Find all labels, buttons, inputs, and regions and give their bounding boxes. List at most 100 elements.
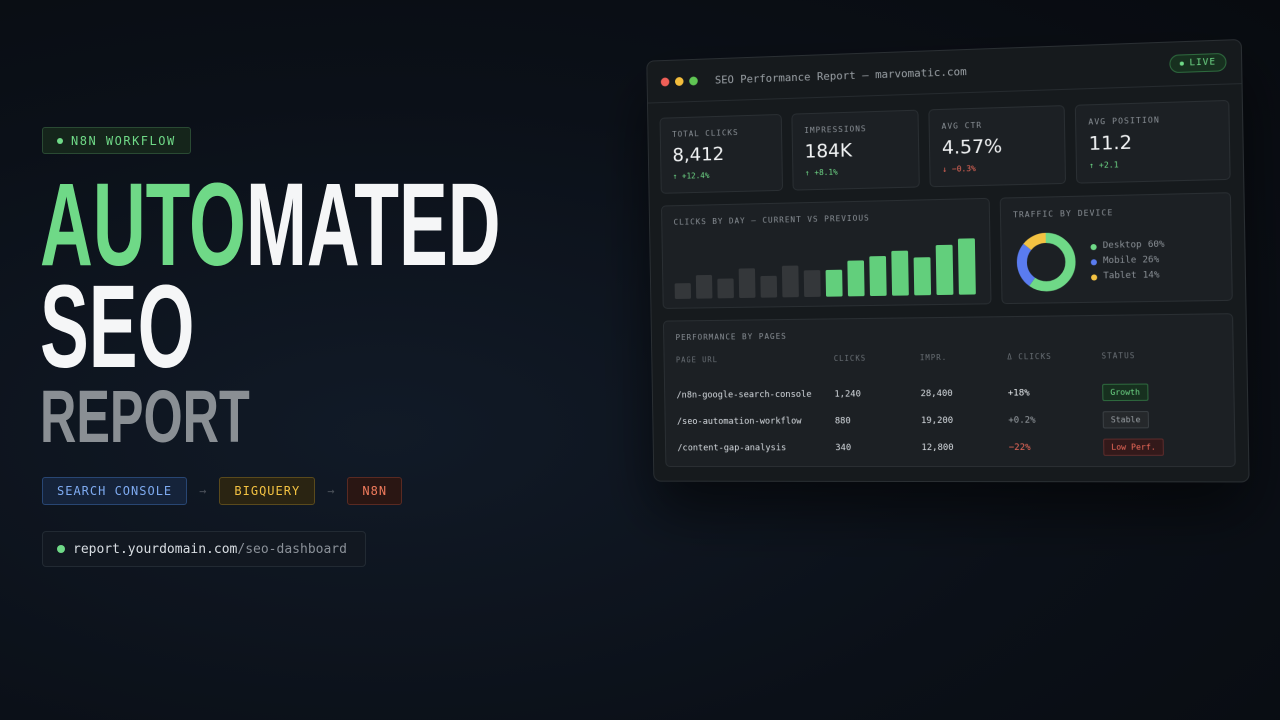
column-header: Δ CLICKS [1007,351,1052,362]
donut-chart [1013,229,1079,295]
kpi-value: 4.57% [941,135,1003,159]
bar [825,269,843,297]
legend-item: Desktop 60% [1090,238,1165,255]
window-dot [660,76,670,87]
window-dot [674,76,684,86]
kpi-label: AVG CTR [941,120,983,131]
kpi-label: AVG POSITION [1088,115,1160,127]
bar [695,274,713,299]
dashboard: SEO Performance Report — marvomatic.com … [646,38,1250,483]
bar [674,283,692,299]
bar [847,260,865,297]
bar [957,238,976,295]
chart-title: TRAFFIC BY DEVICE [1012,208,1114,220]
bar [913,257,932,296]
window-header: SEO Performance Report — marvomatic.com … [647,40,1242,104]
arrow: → [327,484,336,498]
bar [781,265,799,298]
bar [803,270,821,298]
kpi-change: ↓ −0.3% [942,164,976,174]
kpi-change: ↑ +8.1% [804,167,838,178]
workflow-badge: N8N WORKFLOW [42,127,191,154]
legend-value: 14% [1142,270,1160,281]
column-header: PAGE URL [675,355,718,365]
bar [869,256,887,297]
pipeline: SEARCH CONSOLE → BIGQUERY → N8N [42,477,403,505]
kpi-card: IMPRESSIONS 184K ↑ +8.1% [791,109,920,191]
legend-value: 26% [1142,255,1160,266]
header-row: PAGE URL CLICKS IMPR. Δ CLICKS STATUS [676,346,1221,382]
bar-chart [674,238,976,299]
status-cell: Stable [1102,406,1221,434]
url-domain: report.yourdomain.com [73,541,238,557]
legend: Desktop 60% Mobile 26% Tablet 14% [1090,238,1165,285]
table-cell: +18% [1007,387,1030,399]
pages-table: PAGE URL CLICKS IMPR. Δ CLICKS STATUS/n8n-go… [676,346,1222,461]
arrow: → [199,484,208,498]
url-dot [57,545,65,553]
legend-dot [1090,243,1097,250]
table-row: /n8n-google-search-console 1,240 28,400 +18… [676,378,1221,409]
live-text: LIVE [1189,57,1217,69]
legend-label: Desktop [1102,240,1142,251]
bar [717,278,734,299]
headline-rest: MATED [245,159,501,291]
badge-dot [57,137,63,144]
table-cell: /n8n-google-search-console [676,389,812,401]
table-cell: /seo-automation-workflow [676,416,802,427]
kpi-value: 8,412 [672,143,725,167]
status-tag: Growth [1102,383,1149,402]
kpi-label: TOTAL CLICKS [672,128,739,139]
kpi-value: 11.2 [1088,131,1133,155]
headline-accent: AUTO [40,159,246,291]
bar [738,268,756,299]
legend-label: Mobile [1102,255,1137,267]
live-badge: LIVE [1169,52,1227,74]
table-cell: 28,400 [920,388,953,399]
table-cell: +0.2% [1008,415,1036,426]
clicks-card: CLICKS BY DAY — CURRENT VS PREVIOUS [661,197,992,309]
bar [891,250,909,296]
kpi-value: 184K [804,139,853,163]
kpi-label: IMPRESSIONS [804,124,867,135]
headline-line1: AUTOMATED [40,166,501,284]
kpi-change: ↑ +2.1 [1089,160,1119,171]
table-cell: 340 [835,442,852,453]
kpi-change: ↑ +12.4% [672,171,710,181]
pipeline-step: N8N [347,477,403,505]
column-header: STATUS [1101,351,1136,361]
headline-line3: REPORT [40,375,250,458]
table-cell: 12,800 [921,442,954,453]
status-cell: Low Perf. [1102,433,1222,461]
legend-label: Tablet [1103,270,1137,282]
pages-card: PERFORMANCE BY PAGES PAGE URL CLICKS IMPR.… [662,313,1236,468]
bar [935,244,954,296]
legend-dot [1090,258,1097,265]
table-body: /n8n-google-search-console 1,240 28,400 +18… [676,378,1222,461]
table-cell: −22% [1008,442,1031,453]
table-cell: 1,240 [834,389,861,400]
table-row: /seo-automation-workflow 880 19,200 +0.2% St… [677,406,1222,435]
dashboard-title: SEO Performance Report — marvomatic.com [714,64,967,87]
kpi-card: AVG CTR 4.57% ↓ −0.3% [928,105,1067,188]
device-card: TRAFFIC BY DEVICE Desktop 60% Mobile 26% Tab… [999,192,1233,305]
legend-value: 60% [1147,239,1165,251]
column-header: IMPR. [919,352,948,363]
table-cell: 880 [834,415,851,426]
headline-line2: SEO [40,261,195,393]
kpi-card: TOTAL CLICKS 8,412 ↑ +12.4% [659,113,784,194]
url-bar[interactable]: report.yourdomain.com/seo-dashboard [42,531,366,567]
status-cell: Growth [1102,378,1221,406]
kpi-card: AVG POSITION 11.2 ↑ +2.1 [1074,99,1231,184]
legend-item: Mobile 26% [1090,253,1165,270]
window-dot [689,75,698,86]
pipeline-step: BIGQUERY [219,477,316,505]
table-cell: /content-gap-analysis [677,442,787,453]
pipeline-step: SEARCH CONSOLE [42,477,188,505]
table-title: PERFORMANCE BY PAGES [675,331,787,342]
legend-dot [1091,273,1098,281]
status-tag: Low Perf. [1102,438,1165,456]
bar [760,275,778,298]
chart-title: CLICKS BY DAY — CURRENT VS PREVIOUS [673,213,870,227]
